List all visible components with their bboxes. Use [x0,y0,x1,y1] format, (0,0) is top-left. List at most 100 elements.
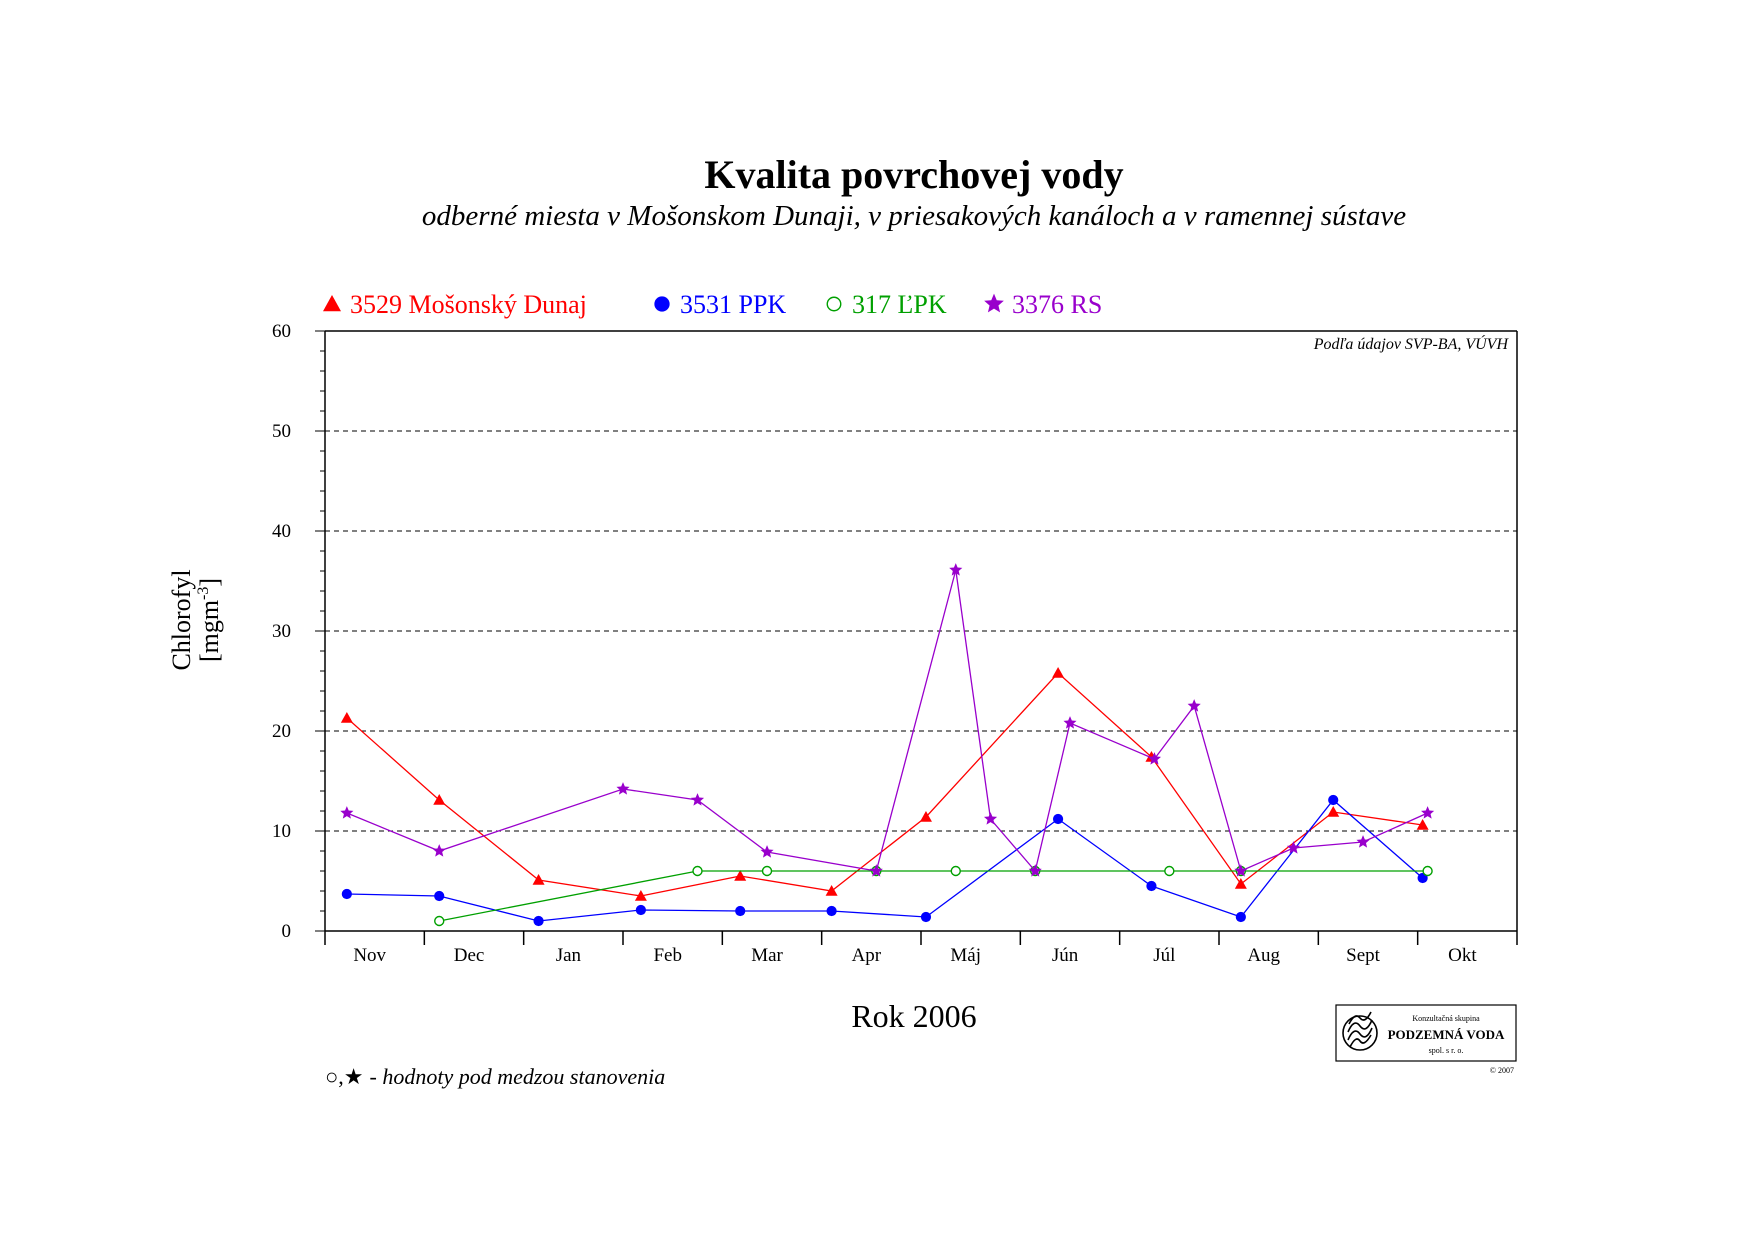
y-axis-unit-sup: -3 [195,587,212,600]
data-point [826,905,837,917]
data-point [340,712,353,723]
series-line [346,672,1423,897]
data-point [340,806,354,819]
data-point [1327,806,1340,817]
y-axis-label: Chlorofyl [mgm-3] [167,569,224,670]
data-point [654,296,670,312]
data-point [635,904,646,916]
logo-line3: spol. s r. o. [1429,1046,1464,1055]
logo-line1: Konzultačná skupina [1412,1014,1480,1023]
x-tick-label: Aug [1247,945,1280,966]
legend-label: 3529 Mošonský Dunaj [350,290,587,319]
legend-label: 3531 PPK [680,290,786,319]
data-point [761,865,773,877]
chart-subtitle: odberné miesta v Mošonskom Dunaji, v pri… [422,200,1406,232]
logo-line2: PODZEMNÁ VODA [1388,1027,1505,1042]
data-point [432,844,446,857]
legend-item: 3531 PPK [654,290,786,319]
data-point [949,563,963,576]
data-point [825,885,838,896]
data-point [1422,865,1433,877]
x-tick-label: Mar [751,945,783,966]
y-axis-unit-prefix: [mgm [195,600,224,662]
legend-item: 317 ĽPK [826,290,947,319]
legend-label: 3376 RS [1012,290,1102,319]
logo-mark-icon [1342,1011,1378,1051]
x-tick-label: Nov [353,945,386,966]
data-point [920,911,932,923]
data-point [532,874,545,885]
data-point [616,782,630,795]
data-point [341,888,352,900]
legend-item: 3376 RS [984,290,1102,319]
data-point [1286,841,1301,854]
data-point [692,865,703,877]
series-line [346,569,1428,873]
data-point [919,811,932,822]
x-tick-labels: Nov Dec Jan Feb Mar Apr Máj Jún Júl Aug Sept Okt [353,945,1477,966]
x-tick-label: Feb [653,945,682,966]
data-point [434,890,445,902]
data-point [1234,878,1247,889]
data-point [1234,864,1248,877]
footnote-symbols: ○,★ [325,1064,364,1089]
x-tick-label: Júl [1153,945,1175,966]
data-point [1235,911,1246,923]
grid-lines [325,430,1517,832]
footnote-text: - hodnoty pod medzou stanovenia [370,1064,666,1089]
series-line [346,799,1424,922]
logo-frame [1335,1004,1517,1062]
y-tick-labels: 0 10 20 30 40 50 60 [272,321,291,942]
axes [315,330,1518,945]
data-point [760,845,774,858]
series-1 [341,794,1428,927]
chart-title: Kvalita povrchovej vody [704,152,1123,197]
legend: 3529 Mošonský Dunaj 3531 PPK 317 ĽPK 3376 R… [323,290,1102,319]
data-point [984,293,1004,313]
legend-item: 3529 Mošonský Dunaj [323,290,587,319]
y-axis-label-line2: [mgm-3] [195,578,224,662]
data-point [1416,819,1429,830]
data-point [323,295,341,312]
series-line [439,870,1428,922]
y-tick-label: 40 [272,521,291,542]
data-point [1147,752,1161,765]
logo: Konzultačná skupina PODZEMNÁ VODA spol. … [1335,1004,1517,1075]
data-point [950,865,961,877]
y-axis-unit-suffix: ] [195,578,224,587]
data-point [1421,806,1435,819]
series-0 [340,667,1429,901]
series-3 [340,563,1435,877]
data-point [1356,835,1370,848]
y-axis-label-line1: Chlorofyl [167,569,196,670]
data-point [983,812,998,825]
data-point [826,296,842,312]
x-axis-label: Rok 2006 [851,998,976,1034]
data-point [1328,794,1339,806]
x-tick-label: Dec [454,945,485,966]
data-point [735,905,746,917]
data-point [1164,865,1175,877]
data-point [1028,864,1042,877]
data-point [734,870,747,881]
data-point [434,915,445,927]
y-tick-label: 0 [282,921,292,942]
y-tick-label: 50 [272,421,291,442]
data-point [1187,699,1201,712]
y-tick-label: 60 [272,321,291,342]
legend-label: 317 ĽPK [852,290,947,319]
x-tick-label: Apr [852,945,882,966]
x-tick-label: Máj [950,945,981,966]
x-tick-label: Okt [1448,945,1477,966]
source-note: Podľa údajov SVP-BA, VÚVH [1313,334,1510,353]
footnote: ○,★ - hodnoty pod medzou stanovenia [325,1064,665,1089]
y-tick-label: 10 [272,821,291,842]
logo-copyright: © 2007 [1490,1066,1514,1075]
data-point [1063,716,1077,729]
data-point [1146,880,1157,892]
data-point [533,915,544,927]
y-tick-label: 30 [272,621,291,642]
data-point [1052,667,1065,678]
data-point [869,864,883,877]
